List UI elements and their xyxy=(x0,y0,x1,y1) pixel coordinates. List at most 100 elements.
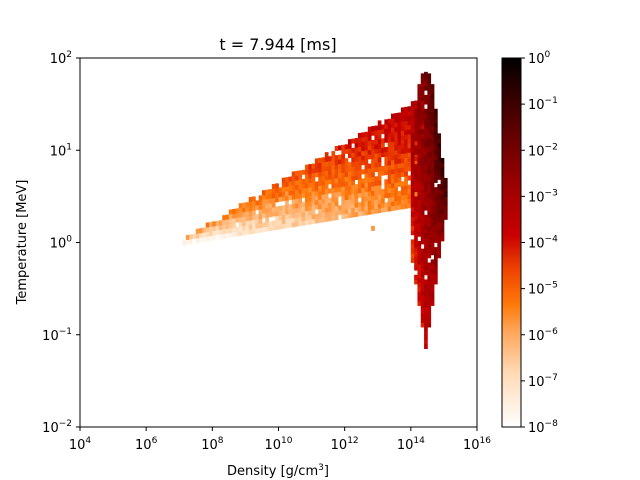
heatmap-cell xyxy=(424,113,428,119)
heatmap-cell xyxy=(407,161,412,167)
heatmap-cell xyxy=(338,145,342,151)
heatmap-cell xyxy=(377,143,382,149)
heatmap-cell xyxy=(414,274,418,280)
heatmap-cell xyxy=(281,186,286,192)
heatmap-cell xyxy=(265,221,269,227)
heatmap-cell xyxy=(427,133,432,139)
heatmap-cell xyxy=(265,203,269,209)
heatmap-cell xyxy=(268,189,273,195)
heatmap-cell xyxy=(427,193,432,199)
heatmap-cell xyxy=(374,208,379,214)
heatmap-cell xyxy=(285,190,289,196)
heatmap-cell xyxy=(384,179,389,185)
heatmap-cell xyxy=(384,188,389,194)
heatmap-cell xyxy=(324,170,329,176)
heatmap-cell xyxy=(331,192,336,198)
heatmap-cell xyxy=(420,202,425,208)
heatmap-cell xyxy=(304,183,309,189)
heatmap-cell xyxy=(420,211,425,217)
heatmap-cell xyxy=(414,164,418,170)
colorbar-tick-label: 10−2 xyxy=(528,142,558,159)
heatmap-cell xyxy=(410,151,415,157)
heatmap-cell xyxy=(331,197,336,203)
heatmap-cell xyxy=(430,107,435,113)
heatmap-cell xyxy=(275,192,279,198)
heatmap-cell xyxy=(225,214,230,220)
x-axis-label-main: Density [g/cm xyxy=(227,464,318,479)
heatmap-cell xyxy=(430,231,435,237)
heatmap-cell xyxy=(225,219,230,225)
heatmap-cell xyxy=(232,227,236,233)
heatmap-cell xyxy=(420,257,425,263)
heatmap-cell xyxy=(377,184,382,190)
heatmap-cell xyxy=(252,205,256,211)
heatmap-cell xyxy=(291,171,296,177)
heatmap-cell xyxy=(417,125,422,131)
heatmap-cell xyxy=(430,111,435,117)
heatmap-cell xyxy=(314,172,319,178)
colorbar-tick-label-exp: −6 xyxy=(545,327,559,337)
heatmap-cell xyxy=(334,159,339,165)
heatmap-cell xyxy=(265,226,269,232)
heatmap-cell xyxy=(367,149,372,155)
heatmap-cell xyxy=(189,234,193,240)
heatmap-cell xyxy=(420,322,425,328)
heatmap-cell xyxy=(427,161,432,167)
heatmap-cell xyxy=(430,171,435,177)
heatmap-cell xyxy=(404,199,408,205)
heatmap-cell xyxy=(433,205,438,211)
heatmap-cell xyxy=(357,202,362,208)
heatmap-cell xyxy=(258,195,263,201)
heatmap-cell xyxy=(265,208,269,214)
heatmap-cell xyxy=(424,76,428,82)
y-tick-label-exp: −1 xyxy=(59,327,72,337)
heatmap-cell xyxy=(334,215,339,221)
heatmap-cell xyxy=(288,222,293,228)
y-tick-label-base: 10 xyxy=(42,329,59,344)
heatmap-cell xyxy=(367,135,372,141)
heatmap-cell xyxy=(295,189,299,195)
heatmap-cell xyxy=(400,130,405,136)
heatmap-cell xyxy=(245,211,250,217)
heatmap-cell xyxy=(410,179,415,185)
heatmap-cell xyxy=(410,147,415,153)
heatmap-cell xyxy=(242,230,246,236)
heatmap-cell xyxy=(433,237,438,243)
heatmap-cell xyxy=(433,214,438,220)
heatmap-cell xyxy=(331,201,336,207)
heatmap-cell xyxy=(374,148,379,154)
heatmap-cell xyxy=(347,139,352,145)
heatmap-cell xyxy=(417,268,422,274)
heatmap-cell xyxy=(430,190,435,196)
heatmap-cell xyxy=(387,201,392,207)
heatmap-cell xyxy=(205,231,210,237)
heatmap-cell xyxy=(195,233,200,239)
heatmap-cell xyxy=(252,219,256,225)
heatmap-cell xyxy=(390,136,395,142)
y-tick-label: 101 xyxy=(50,142,72,159)
heatmap-cell xyxy=(397,130,402,136)
heatmap-cell xyxy=(420,216,425,222)
heatmap-cell xyxy=(357,155,362,161)
heatmap-cell xyxy=(334,192,339,198)
heatmap-cell xyxy=(420,188,425,194)
heatmap-cell xyxy=(212,226,217,232)
heatmap-cell xyxy=(268,207,273,213)
heatmap-cell xyxy=(351,189,355,195)
heatmap-cell xyxy=(324,184,329,190)
heatmap-cell xyxy=(427,151,432,157)
y-axis-label: Temperature [MeV] xyxy=(15,180,30,306)
heatmap-cell xyxy=(364,164,369,170)
heatmap-cell xyxy=(341,163,346,169)
heatmap-cell xyxy=(347,166,352,172)
heatmap-cell xyxy=(381,202,385,208)
heatmap-cell xyxy=(394,159,398,165)
heatmap-cell xyxy=(291,185,296,191)
heatmap-cell xyxy=(440,162,445,168)
heatmap-cell xyxy=(242,225,246,231)
heatmap-cell xyxy=(390,205,395,211)
heatmap-cell xyxy=(195,228,200,234)
heatmap-cell xyxy=(351,170,355,176)
heatmap-cell xyxy=(427,299,432,305)
heatmap-cell xyxy=(430,176,435,182)
